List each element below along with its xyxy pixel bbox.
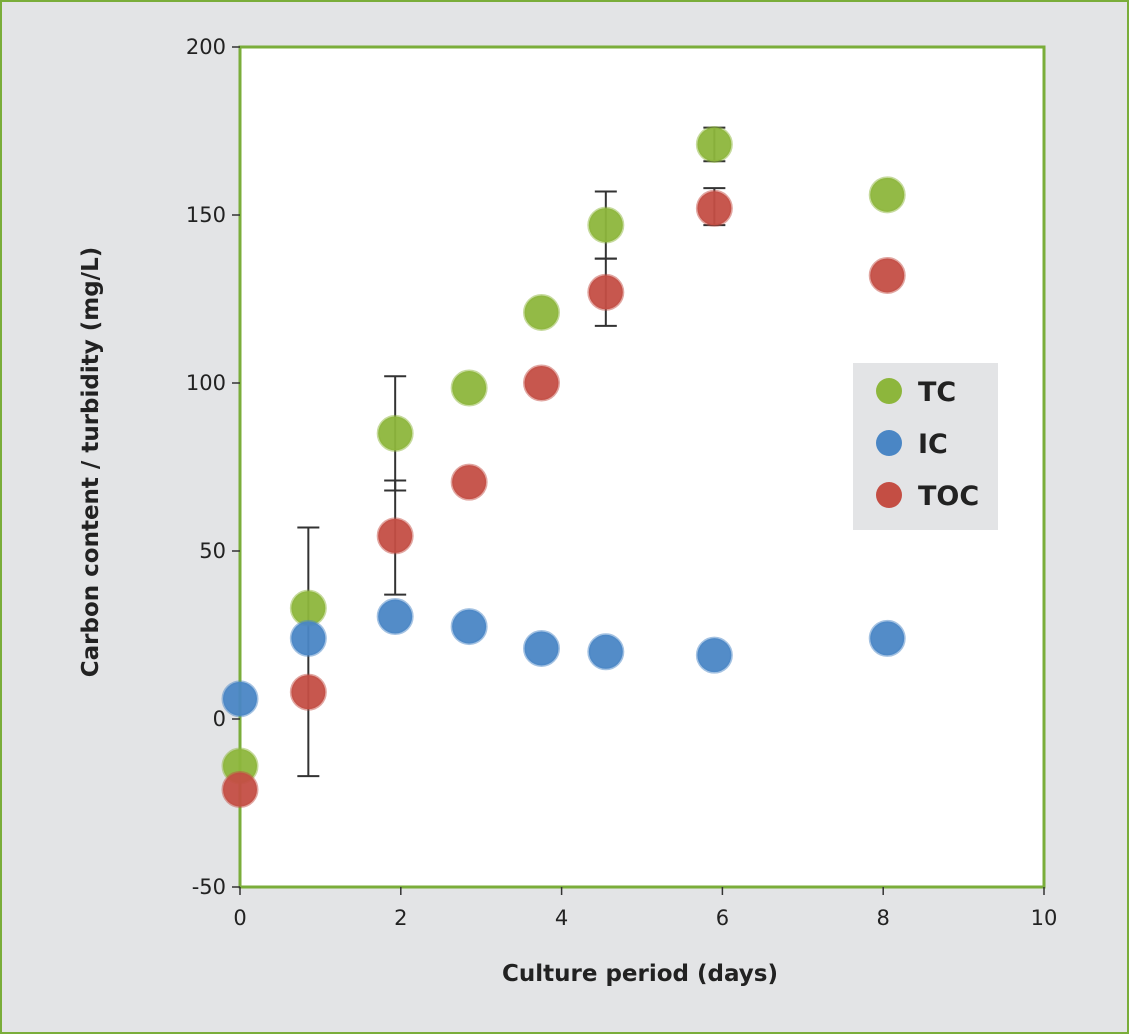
data-points <box>221 125 906 809</box>
y-tick-label: 50 <box>199 539 226 563</box>
y-tick-label: -50 <box>192 875 226 899</box>
legend: TC IC TOC <box>853 363 998 530</box>
point-toc <box>523 364 560 402</box>
legend-marker-ic <box>876 430 902 456</box>
legend-marker-tc <box>876 378 902 404</box>
x-axis: 0 2 4 6 8 10 <box>233 887 1057 930</box>
point-ic <box>587 633 625 671</box>
point-ic <box>221 680 259 718</box>
y-tick-label: 200 <box>186 35 226 59</box>
point-ic <box>868 619 906 657</box>
point-toc <box>587 273 625 311</box>
x-tick-label: 2 <box>394 906 407 930</box>
point-tc <box>868 176 906 214</box>
point-toc <box>695 189 733 227</box>
x-tick-label: 8 <box>877 906 890 930</box>
legend-label-tc: TC <box>918 377 956 408</box>
point-ic <box>695 636 733 674</box>
x-tick-label: 4 <box>555 906 568 930</box>
legend-marker-toc <box>876 482 902 508</box>
point-toc <box>868 256 906 294</box>
point-tc <box>450 369 488 407</box>
point-tc <box>695 125 733 163</box>
y-tick-label: 100 <box>186 371 226 395</box>
point-ic <box>289 619 327 657</box>
point-toc <box>450 463 488 501</box>
point-toc <box>221 771 259 809</box>
y-axis-title: Carbon content / turbidity (mg/L) <box>78 247 104 678</box>
legend-label-toc: TOC <box>918 481 979 512</box>
y-axis: -50 0 50 100 150 200 <box>186 35 240 899</box>
point-toc <box>376 517 414 555</box>
legend-label-ic: IC <box>918 429 948 460</box>
point-tc <box>587 206 625 244</box>
point-ic <box>523 629 560 667</box>
point-tc <box>376 414 414 452</box>
point-ic <box>376 598 414 636</box>
y-tick-label: 0 <box>213 707 226 731</box>
x-axis-title: Culture period (days) <box>502 961 778 987</box>
point-ic <box>450 608 488 646</box>
y-tick-label: 150 <box>186 203 226 227</box>
x-tick-label: 10 <box>1031 906 1058 930</box>
x-tick-label: 0 <box>233 906 246 930</box>
point-toc <box>289 673 327 711</box>
point-tc <box>523 293 560 331</box>
x-tick-label: 6 <box>716 906 729 930</box>
